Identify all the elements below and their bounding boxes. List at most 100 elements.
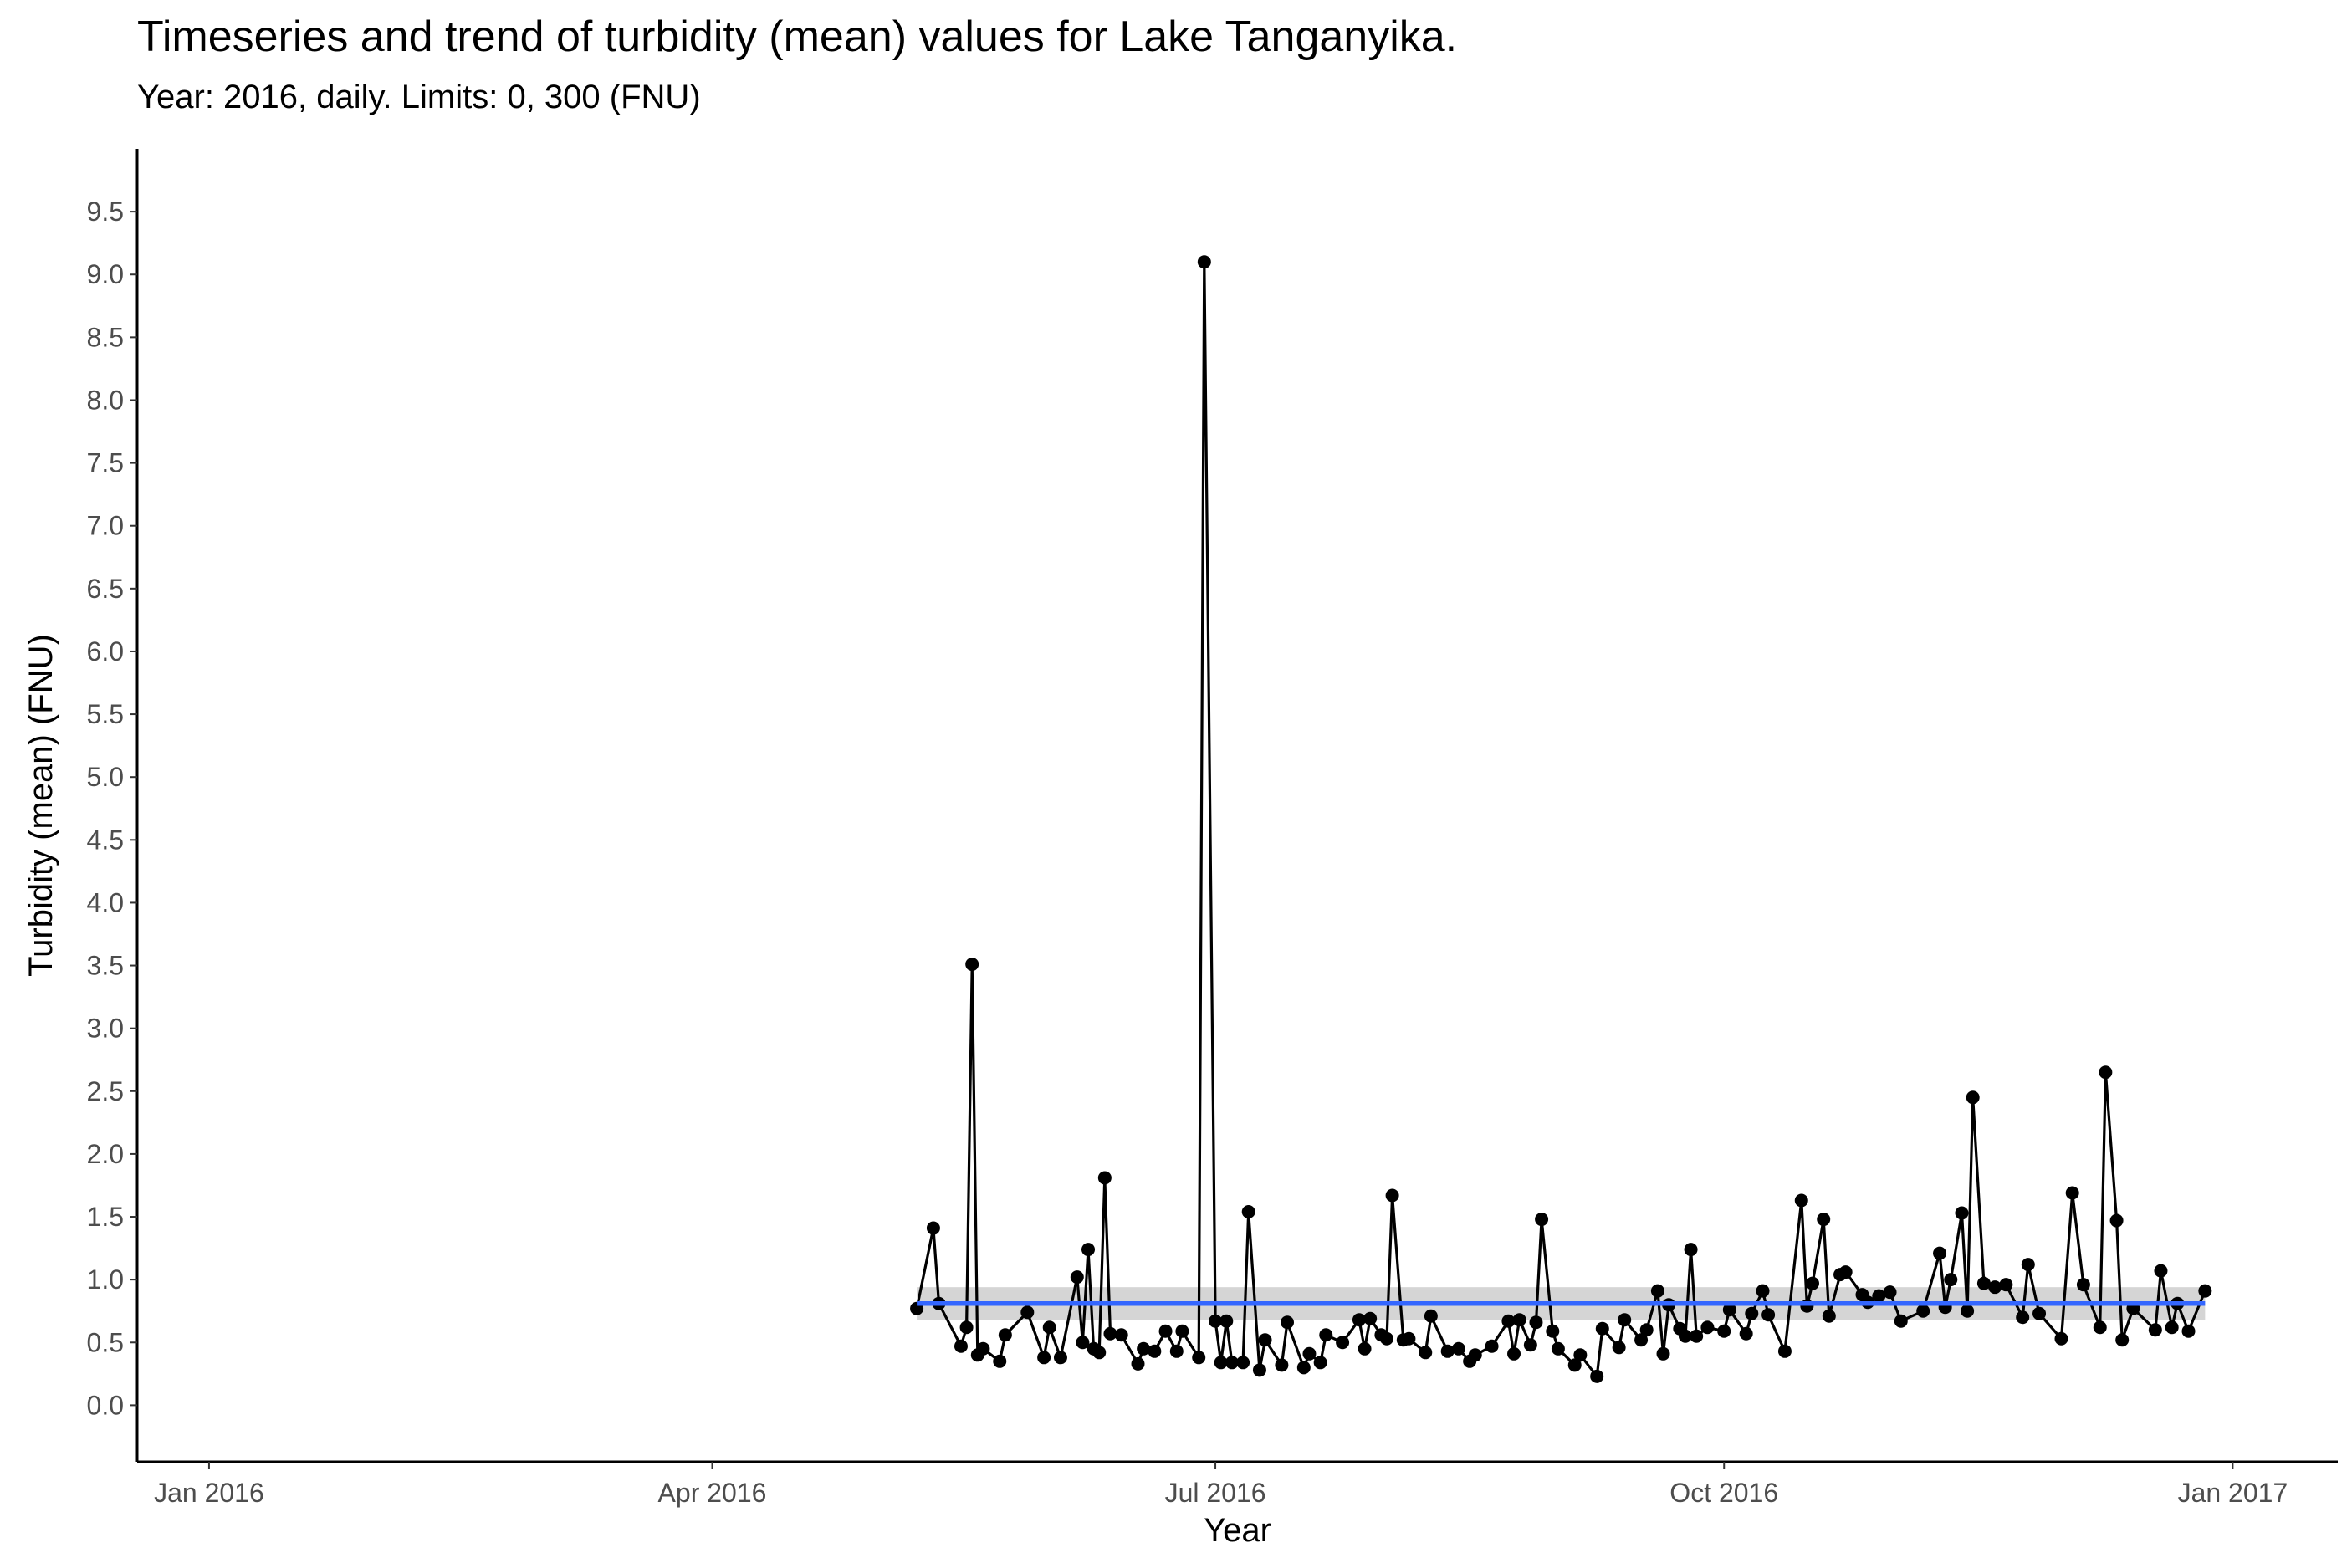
x-axis-title: Year [1204,1512,1271,1549]
data-point [1131,1356,1145,1371]
data-point [1999,1278,2013,1292]
y-tick-label: 1.0 [87,1264,124,1295]
data-point [1175,1324,1189,1338]
data-point [1916,1304,1930,1318]
data-point [1976,1276,1991,1290]
y-tick-label: 6.0 [87,636,124,667]
data-point [1114,1328,1128,1342]
data-point [1501,1314,1516,1328]
data-point [1319,1328,1333,1342]
data-point [1966,1090,1980,1105]
data-point [1567,1358,1582,1372]
data-point [1722,1303,1736,1317]
data-point [976,1341,990,1356]
data-point [1081,1243,1096,1257]
y-tick-label: 6.5 [87,574,124,604]
data-point [1451,1341,1465,1356]
data-point [1805,1276,1819,1290]
y-tick-label: 0.0 [87,1390,124,1420]
data-point [1209,1314,1223,1328]
data-point [1214,1356,1228,1370]
data-point [1523,1338,1537,1352]
y-tick-label: 7.5 [87,448,124,478]
data-point [1551,1341,1565,1356]
data-point [1092,1346,1107,1360]
data-point [1440,1344,1455,1358]
data-point [1219,1314,1234,1328]
data-point [1020,1305,1035,1320]
data-point [1313,1356,1327,1370]
y-tick-label: 4.0 [87,887,124,917]
chart-title: Timeseries and trend of turbidity (mean)… [137,13,1458,61]
data-point [1352,1313,1366,1327]
x-tick-label: Jul 2016 [1165,1478,1266,1508]
data-point [2099,1065,2113,1080]
data-point [993,1354,1007,1368]
data-point [1656,1346,1670,1361]
data-point [998,1328,1012,1342]
data-point [1756,1284,1770,1298]
data-point [1037,1351,1051,1365]
data-point [1684,1243,1698,1257]
y-tick-label: 3.0 [87,1014,124,1044]
data-point [1739,1326,1753,1341]
y-tick-label: 1.5 [87,1202,124,1232]
data-point [2109,1213,2124,1228]
data-point [1988,1280,2002,1295]
data-point [1507,1346,1521,1361]
data-point [1280,1315,1294,1330]
data-point [1302,1346,1317,1361]
data-point [1169,1344,1184,1358]
data-point [1070,1270,1084,1285]
data-point [1794,1193,1808,1208]
y-tick-label: 7.0 [87,511,124,541]
data-point [1590,1369,1604,1383]
data-point [1700,1320,1715,1335]
data-point [1872,1289,1886,1303]
data-point [1618,1313,1632,1327]
data-point [1690,1329,1704,1343]
data-point [2016,1310,2030,1325]
data-point [1192,1351,1206,1365]
data-point [2148,1323,2162,1337]
data-point [1838,1265,1853,1279]
data-point [1363,1311,1378,1325]
data-point [2065,1186,2079,1200]
data-point [1817,1213,1831,1227]
data-point [1097,1171,1112,1185]
data-point [1137,1341,1151,1356]
data-point [1595,1321,1609,1336]
data-point [2093,1320,2107,1335]
data-point [1197,255,1211,269]
data-point [1385,1188,1399,1203]
data-point [1258,1333,1272,1347]
data-point [1883,1285,1897,1300]
data-point [1944,1273,1958,1287]
data-point [1717,1324,1731,1338]
data-point [1777,1344,1792,1358]
data-point [1822,1309,1836,1323]
data-point [2076,1278,2090,1292]
data-point [1678,1329,1692,1343]
data-point [1296,1361,1311,1375]
data-point [1225,1356,1239,1370]
data-point [1468,1348,1482,1362]
data-point [1379,1331,1393,1346]
data-point [954,1339,968,1353]
data-point [1042,1320,1056,1335]
data-point [1419,1346,1433,1360]
data-point [1424,1309,1438,1323]
data-point [1612,1341,1626,1355]
y-tick-label: 8.5 [87,322,124,352]
data-point [1639,1323,1654,1337]
chart-subtitle: Year: 2016, daily. Limits: 0, 300 (FNU) [137,79,701,115]
data-point [1634,1333,1649,1347]
data-point [2021,1258,2035,1272]
data-point [1745,1306,1759,1320]
y-tick-label: 0.5 [87,1327,124,1357]
data-point [1535,1213,1549,1227]
data-point [1529,1315,1543,1330]
turbidity-series [910,255,2212,1383]
data-point [1485,1339,1499,1353]
